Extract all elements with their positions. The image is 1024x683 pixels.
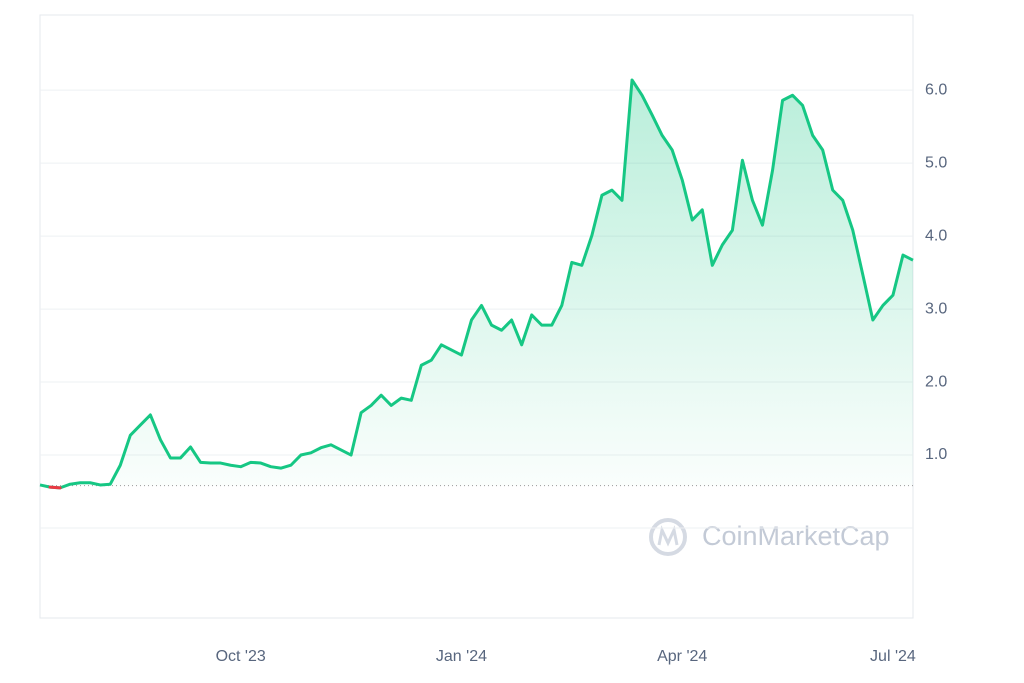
price-line — [39, 78, 914, 490]
watermark: CoinMarketCap — [702, 521, 890, 551]
x-tick-label: Jan '24 — [436, 648, 487, 665]
y-tick-label: 2.0 — [925, 373, 947, 390]
y-tick-label: 4.0 — [925, 227, 947, 244]
area — [40, 79, 913, 488]
y-tick-label: 1.0 — [925, 446, 947, 463]
watermark-logo — [649, 518, 687, 556]
x-tick-label: Oct '23 — [216, 648, 266, 665]
y-tick-label: 3.0 — [925, 300, 947, 317]
y-tick-label: 6.0 — [925, 81, 947, 98]
y-tick-label: 5.0 — [925, 154, 947, 171]
x-tick-label: Apr '24 — [657, 648, 707, 665]
x-tick-label: Jul '24 — [870, 648, 916, 665]
down-segment — [48, 485, 62, 490]
